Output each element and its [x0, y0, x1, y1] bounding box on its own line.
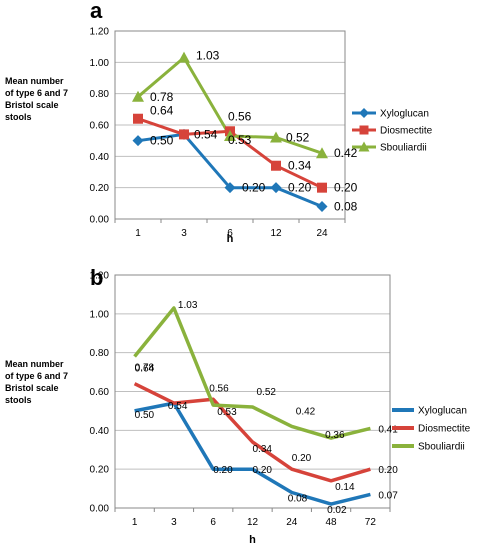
panel-b-y-tick-label: 0.40 [90, 426, 110, 437]
panel-b-x-tick-label: 72 [365, 517, 377, 528]
panel-b-y-tick-label: 0.00 [90, 504, 110, 515]
panel-b-series-line-sbouliardii [133, 306, 371, 440]
panel-a-y-axis-title-line: Mean number [5, 76, 64, 86]
panel-b-x-tick-label: 24 [286, 517, 298, 528]
panel-a-legend-marker [359, 108, 369, 118]
panel-b-data-label-sbouliardii: 0.36 [325, 430, 345, 441]
panel-b-plot-frame [114, 274, 391, 509]
panel-a-x-tick-label: 24 [316, 228, 328, 239]
panel-b-y-tick-label: 0.60 [90, 387, 110, 398]
panel-a-data-label-xyloglucan: 0.50 [150, 134, 174, 148]
panel-a-marker-triangle [224, 129, 236, 141]
panel-b-data-label-sbouliardii: 1.03 [178, 300, 198, 311]
panel-b-data-label-diosmectite: 0.20 [378, 465, 398, 476]
panel-a-legend-marker [358, 141, 370, 152]
panel-a-legend-marker [359, 125, 369, 135]
panel-b-x-tick-label: 3 [171, 517, 177, 528]
panel-a-data-label-diosmectite: 0.34 [288, 159, 312, 173]
panel-a-data-label-diosmectite: 0.64 [150, 104, 174, 118]
panel-a-y-tick-label: 0.20 [90, 183, 110, 194]
panel-a-legend-label-xyloglucan: Xyloglucan [380, 109, 429, 120]
panel-b-y-axis-title-line: of type 6 and 7 [5, 371, 68, 381]
panel-b-data-label-xyloglucan: 0.20 [253, 465, 273, 476]
panel-a-y-tick-label: 0.00 [90, 215, 110, 226]
panel-a-y-tick-label: 0.40 [90, 152, 110, 163]
panel-a-letter: a [90, 0, 103, 23]
panel-b-data-label-diosmectite: 0.64 [135, 364, 155, 375]
panel-a-marker-diamond [224, 182, 236, 194]
panel-b-y-axis-title-line: stools [5, 395, 32, 405]
panel-b-x-axis-title: h [249, 534, 256, 546]
panel-a-y-tick-label: 0.60 [90, 121, 110, 132]
panel-b-data-label-diosmectite: 0.14 [335, 482, 355, 493]
panel-b-y-tick-label: 0.20 [90, 465, 110, 476]
panel-b-x-tick-label: 12 [247, 517, 259, 528]
panel-b-data-label-diosmectite: 0.34 [253, 444, 273, 455]
panel-b-x-tick-label: 48 [326, 517, 338, 528]
panel-a-marker-triangle [270, 131, 282, 143]
panel-b-data-label-xyloglucan: 0.02 [327, 505, 347, 516]
panel-a-data-label-sbouliardii: 0.42 [334, 146, 358, 160]
panel-a-y-tick-label: 0.80 [90, 89, 110, 100]
panel-b-data-label-xyloglucan: 0.50 [135, 410, 155, 421]
panel-b-data-label-sbouliardii: 0.53 [217, 407, 237, 418]
panel-a-y-axis-title-line: stools [5, 112, 32, 122]
panel-a-data-label-sbouliardii: 0.53 [228, 133, 252, 147]
panel-a-data-label-xyloglucan: 0.08 [334, 199, 358, 213]
panel-b-legend-label-xyloglucan: Xyloglucan [418, 406, 467, 417]
panel-b-data-label-sbouliardii: 0.41 [378, 424, 398, 435]
panel-b-y-tick-label: 1.20 [90, 271, 110, 282]
panel-b-series-line-diosmectite [133, 382, 371, 483]
panel-b-data-label-xyloglucan: 0.20 [213, 465, 233, 476]
panel-a-data-label-xyloglucan: 0.20 [288, 181, 312, 195]
panel-a-marker-triangle [178, 51, 190, 63]
panel-a-data-label-sbouliardii: 1.03 [196, 49, 220, 63]
panel-a-marker-square [133, 113, 143, 124]
panel-a-data-label-xyloglucan: 0.54 [194, 127, 218, 141]
panel-b-data-label-xyloglucan: 0.07 [378, 490, 398, 501]
panel-a-marker-square [317, 182, 327, 193]
panel-a-marker-diamond [316, 200, 328, 212]
panel-a-data-label-sbouliardii: 0.78 [150, 90, 174, 104]
panel-a-marker-diamond [132, 135, 144, 147]
panel-b-y-tick-label: 1.00 [90, 309, 110, 320]
panel-a-data-label-xyloglucan: 0.20 [242, 181, 266, 195]
panel-a-data-label-diosmectite: 0.20 [334, 181, 358, 195]
panel-b-x-tick-label: 1 [132, 517, 138, 528]
panel-a-data-label-diosmectite: 0.56 [228, 109, 252, 123]
panel-b-x-tick-label: 6 [210, 517, 216, 528]
panel-b-data-label-sbouliardii: 0.52 [257, 387, 277, 398]
panel-b-data-label-xyloglucan: 0.54 [168, 401, 188, 412]
panel-b-data-label-diosmectite: 0.56 [209, 383, 229, 394]
panel-a-x-tick-label: 1 [135, 228, 141, 239]
panel-a-data-label-sbouliardii: 0.52 [286, 131, 310, 145]
panel-a-legend-label-diosmectite: Diosmectite [380, 126, 433, 137]
panel-a-marker-square [179, 129, 189, 140]
panel-a-legend-label-sbouliardii: Sbouliardii [380, 143, 427, 154]
panel-a-plot-frame [114, 30, 346, 220]
panel-a-x-tick-label: 3 [181, 228, 187, 239]
panel-b-y-axis-title-line: Bristol scale [5, 383, 59, 393]
panel-a-marker-triangle [132, 90, 144, 102]
panel-a-x-tick-label: 12 [270, 228, 282, 239]
panel-a-marker-square [271, 160, 281, 171]
panel-b-y-tick-label: 0.80 [90, 348, 110, 359]
panel-a-x-tick-label: 6 [227, 228, 233, 239]
panel-a-x-axis-title: h [227, 233, 234, 245]
panel-b-data-label-xyloglucan: 0.08 [288, 493, 308, 504]
panel-a-y-tick-label: 1.20 [90, 27, 110, 38]
panel-a-marker-diamond [270, 182, 282, 194]
panel-a-y-axis-title-line: Bristol scale [5, 100, 59, 110]
panel-b-legend-label-diosmectite: Diosmectite [418, 424, 471, 435]
panel-a-y-axis-title-line: of type 6 and 7 [5, 88, 68, 98]
panel-b-y-axis-title-line: Mean number [5, 359, 64, 369]
panel-b-data-label-sbouliardii: 0.78 [135, 363, 155, 374]
panel-b-letter: b [90, 265, 103, 290]
panel-b-legend-label-sbouliardii: Sbouliardii [418, 442, 465, 453]
panel-a-y-tick-label: 1.00 [90, 58, 110, 69]
panel-b-data-label-diosmectite: 0.20 [292, 453, 312, 464]
panel-b-data-label-sbouliardii: 0.42 [296, 406, 316, 417]
panel-a-marker-triangle [316, 147, 328, 159]
